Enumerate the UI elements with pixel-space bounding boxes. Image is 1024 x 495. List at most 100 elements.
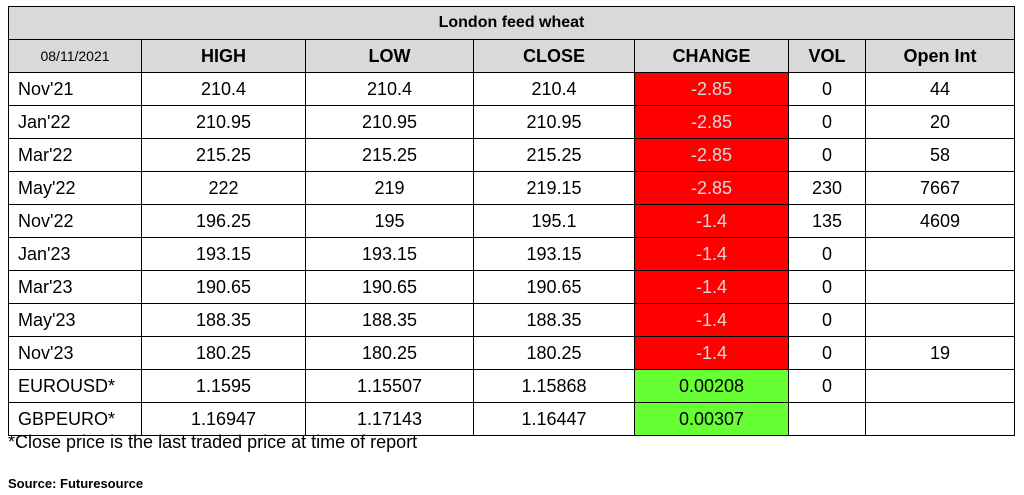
high-cell: 188.35 — [141, 303, 306, 337]
header-row: 08/11/2021 HIGH LOW CLOSE CHANGE VOL Ope… — [8, 39, 1015, 73]
table-body: Nov'21 210.4 210.4 210.4 -2.85 0 44 Jan'22 210.9… — [8, 72, 1015, 436]
open-int-cell: 19 — [865, 336, 1015, 370]
change-cell: -2.85 — [634, 105, 789, 139]
table-row: Nov'21 210.4 210.4 210.4 -2.85 0 44 — [8, 72, 1015, 106]
vol-cell: 0 — [788, 270, 866, 304]
contract-cell: Nov'23 — [8, 336, 142, 370]
close-cell: 1.15868 — [473, 369, 635, 403]
table-row: GBPEURO* 1.16947 1.17143 1.16447 0.00307 — [8, 402, 1015, 436]
table-row: May'23 188.35 188.35 188.35 -1.4 0 — [8, 303, 1015, 337]
open-int-cell — [865, 303, 1015, 337]
close-cell: 219.15 — [473, 171, 635, 205]
high-cell: 215.25 — [141, 138, 306, 172]
contract-cell: GBPEURO* — [8, 402, 142, 436]
open-int-cell: 20 — [865, 105, 1015, 139]
vol-cell: 135 — [788, 204, 866, 238]
table-row: May'22 222 219 219.15 -2.85 230 7667 — [8, 171, 1015, 205]
low-cell: 210.95 — [305, 105, 474, 139]
high-cell: 210.95 — [141, 105, 306, 139]
change-cell: -1.4 — [634, 270, 789, 304]
low-cell: 210.4 — [305, 72, 474, 106]
close-cell: 188.35 — [473, 303, 635, 337]
close-cell: 195.1 — [473, 204, 635, 238]
contract-cell: Mar'23 — [8, 270, 142, 304]
low-cell: 180.25 — [305, 336, 474, 370]
contract-cell: Jan'23 — [8, 237, 142, 271]
open-int-cell — [865, 237, 1015, 271]
low-cell: 190.65 — [305, 270, 474, 304]
high-cell: 1.16947 — [141, 402, 306, 436]
high-cell: 196.25 — [141, 204, 306, 238]
close-cell: 190.65 — [473, 270, 635, 304]
table-row: Jan'23 193.15 193.15 193.15 -1.4 0 — [8, 237, 1015, 271]
open-int-header: Open Int — [865, 39, 1015, 73]
contract-cell: Mar'22 — [8, 138, 142, 172]
change-cell: -1.4 — [634, 204, 789, 238]
change-cell: -2.85 — [634, 138, 789, 172]
wheat-futures-table: London feed wheat 08/11/2021 HIGH LOW CL… — [8, 6, 1015, 436]
open-int-cell: 7667 — [865, 171, 1015, 205]
close-header: CLOSE — [473, 39, 635, 73]
low-cell: 215.25 — [305, 138, 474, 172]
contract-cell: May'23 — [8, 303, 142, 337]
contract-cell: Nov'21 — [8, 72, 142, 106]
high-cell: 210.4 — [141, 72, 306, 106]
close-cell: 180.25 — [473, 336, 635, 370]
change-cell: -1.4 — [634, 237, 789, 271]
change-cell: -2.85 — [634, 72, 789, 106]
low-cell: 1.15507 — [305, 369, 474, 403]
vol-cell: 0 — [788, 105, 866, 139]
change-cell: -1.4 — [634, 336, 789, 370]
open-int-cell: 44 — [865, 72, 1015, 106]
low-cell: 195 — [305, 204, 474, 238]
table-title: London feed wheat — [8, 6, 1015, 40]
high-header: HIGH — [141, 39, 306, 73]
open-int-cell: 4609 — [865, 204, 1015, 238]
low-cell: 219 — [305, 171, 474, 205]
table-row: Nov'22 196.25 195 195.1 -1.4 135 4609 — [8, 204, 1015, 238]
open-int-cell — [865, 402, 1015, 436]
high-cell: 193.15 — [141, 237, 306, 271]
close-cell: 210.95 — [473, 105, 635, 139]
change-header: CHANGE — [634, 39, 789, 73]
footnote: *Close price is the last traded price at… — [8, 432, 418, 452]
contract-cell: May'22 — [8, 171, 142, 205]
date-header: 08/11/2021 — [8, 39, 142, 73]
source-credit: Source: Futuresource — [8, 476, 144, 491]
open-int-cell — [865, 369, 1015, 403]
close-cell: 215.25 — [473, 138, 635, 172]
change-cell: -2.85 — [634, 171, 789, 205]
high-cell: 180.25 — [141, 336, 306, 370]
vol-cell: 0 — [788, 138, 866, 172]
table-row: Jan'22 210.95 210.95 210.95 -2.85 0 20 — [8, 105, 1015, 139]
table-row: EUROUSD* 1.1595 1.15507 1.15868 0.00208 0 — [8, 369, 1015, 403]
high-cell: 1.1595 — [141, 369, 306, 403]
vol-cell: 0 — [788, 336, 866, 370]
vol-cell — [788, 402, 866, 436]
close-cell: 210.4 — [473, 72, 635, 106]
high-cell: 190.65 — [141, 270, 306, 304]
contract-cell: EUROUSD* — [8, 369, 142, 403]
vol-header: VOL — [788, 39, 866, 73]
change-cell: -1.4 — [634, 303, 789, 337]
contract-cell: Jan'22 — [8, 105, 142, 139]
table-row: Mar'22 215.25 215.25 215.25 -2.85 0 58 — [8, 138, 1015, 172]
vol-cell: 0 — [788, 237, 866, 271]
table-row: Nov'23 180.25 180.25 180.25 -1.4 0 19 — [8, 336, 1015, 370]
low-cell: 193.15 — [305, 237, 474, 271]
change-cell: 0.00208 — [634, 369, 789, 403]
close-cell: 193.15 — [473, 237, 635, 271]
low-header: LOW — [305, 39, 474, 73]
low-cell: 188.35 — [305, 303, 474, 337]
table-row: Mar'23 190.65 190.65 190.65 -1.4 0 — [8, 270, 1015, 304]
change-cell: 0.00307 — [634, 402, 789, 436]
open-int-cell — [865, 270, 1015, 304]
low-cell: 1.17143 — [305, 402, 474, 436]
vol-cell: 0 — [788, 303, 866, 337]
open-int-cell: 58 — [865, 138, 1015, 172]
contract-cell: Nov'22 — [8, 204, 142, 238]
vol-cell: 230 — [788, 171, 866, 205]
vol-cell: 0 — [788, 72, 866, 106]
high-cell: 222 — [141, 171, 306, 205]
close-cell: 1.16447 — [473, 402, 635, 436]
